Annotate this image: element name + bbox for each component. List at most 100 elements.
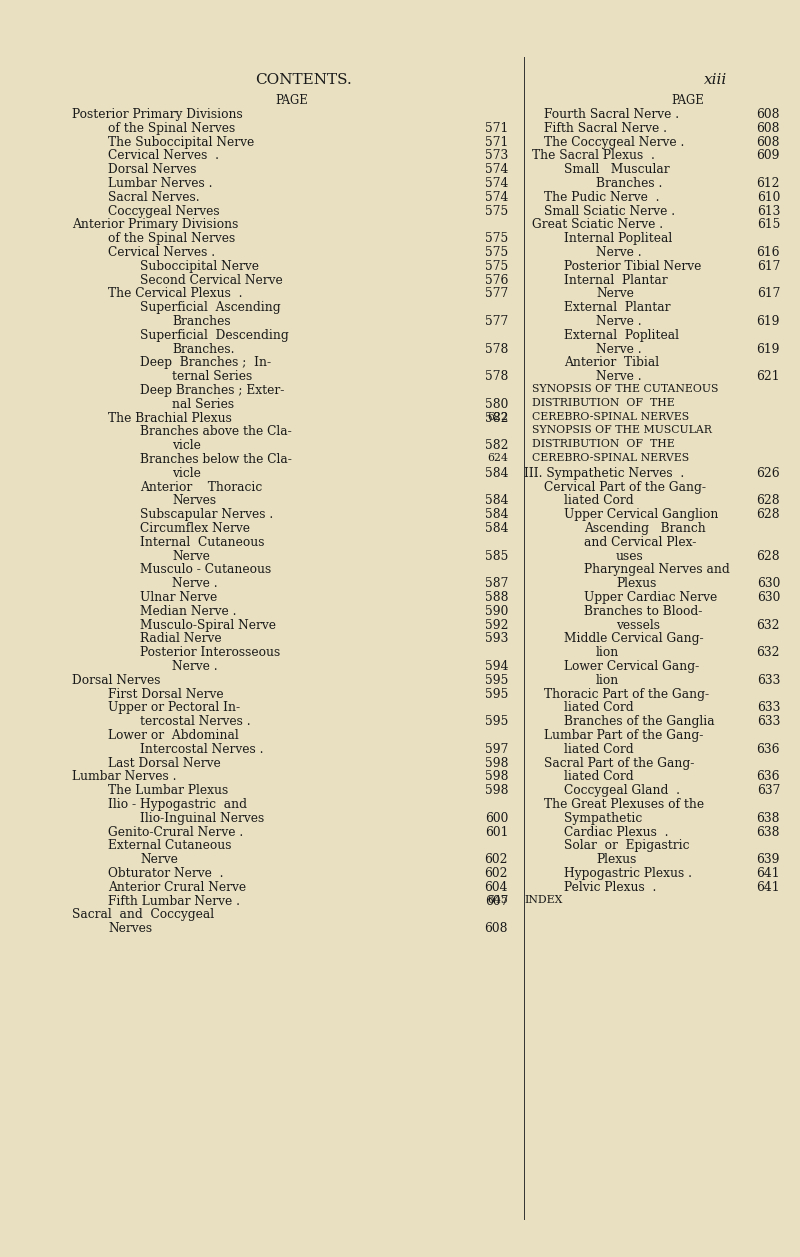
Text: 598: 598 [485,771,508,783]
Text: Dorsal Nerves: Dorsal Nerves [108,163,197,176]
Text: 633: 633 [757,701,780,714]
Text: Subscapular Nerves .: Subscapular Nerves . [140,508,274,522]
Text: 578: 578 [485,343,508,356]
Text: 637: 637 [757,784,780,797]
Text: 641: 641 [757,867,780,880]
Text: 593: 593 [485,632,508,646]
Text: INDEX: INDEX [524,895,562,905]
Text: Radial Nerve: Radial Nerve [140,632,222,646]
Text: 582: 582 [485,439,508,453]
Text: Deep Branches ; Exter-: Deep Branches ; Exter- [140,385,284,397]
Text: 645: 645 [487,895,508,905]
Text: 597: 597 [485,743,508,755]
Text: 577: 577 [485,288,508,300]
Text: xiii: xiii [704,73,728,87]
Text: Ilio - Hypogastric  and: Ilio - Hypogastric and [108,798,247,811]
Text: Anterior    Thoracic: Anterior Thoracic [140,480,262,494]
Text: 615: 615 [757,219,780,231]
Text: Anterior Crural Nerve: Anterior Crural Nerve [108,881,246,894]
Text: Sacral Part of the Gang-: Sacral Part of the Gang- [544,757,694,769]
Text: 602: 602 [485,867,508,880]
Text: Intercostal Nerves .: Intercostal Nerves . [140,743,263,755]
Text: 636: 636 [757,771,780,783]
Text: uses: uses [616,549,644,563]
Text: Ascending   Branch: Ascending Branch [584,522,706,535]
Text: 576: 576 [485,274,508,287]
Text: Nerve: Nerve [596,288,634,300]
Text: Plexus: Plexus [616,577,656,591]
Text: 617: 617 [757,260,780,273]
Text: Obturator Nerve  .: Obturator Nerve . [108,867,223,880]
Text: 607: 607 [485,895,508,908]
Text: Circumflex Nerve: Circumflex Nerve [140,522,250,535]
Text: Branches of the Ganglia: Branches of the Ganglia [564,715,714,728]
Text: Lumbar Nerves .: Lumbar Nerves . [72,771,177,783]
Text: Small   Muscular: Small Muscular [564,163,670,176]
Text: Median Nerve .: Median Nerve . [140,605,237,618]
Text: Cervical Part of the Gang-: Cervical Part of the Gang- [544,480,706,494]
Text: 575: 575 [485,246,508,259]
Text: 594: 594 [485,660,508,672]
Text: External Cutaneous: External Cutaneous [108,840,231,852]
Text: 590: 590 [485,605,508,618]
Text: 595: 595 [485,688,508,700]
Text: Superficial  Ascending: Superficial Ascending [140,302,281,314]
Text: 638: 638 [757,812,780,825]
Text: Hypogastric Plexus .: Hypogastric Plexus . [564,867,692,880]
Text: 608: 608 [757,136,780,148]
Text: 602: 602 [485,854,508,866]
Text: 630: 630 [757,577,780,591]
Text: Coccygeal Gland  .: Coccygeal Gland . [564,784,680,797]
Text: Nerves: Nerves [172,494,216,508]
Text: Genito-Crural Nerve .: Genito-Crural Nerve . [108,826,243,838]
Text: Internal Popliteal: Internal Popliteal [564,233,672,245]
Text: 574: 574 [485,163,508,176]
Text: Lumbar Part of the Gang-: Lumbar Part of the Gang- [544,729,703,742]
Text: 633: 633 [757,674,780,686]
Text: 617: 617 [757,288,780,300]
Text: 573: 573 [485,150,508,162]
Text: 584: 584 [485,522,508,535]
Text: Fourth Sacral Nerve .: Fourth Sacral Nerve . [544,108,679,121]
Text: 610: 610 [757,191,780,204]
Text: of the Spinal Nerves: of the Spinal Nerves [108,122,235,134]
Text: 619: 619 [757,343,780,356]
Text: Branches below the Cla-: Branches below the Cla- [140,453,292,466]
Text: Ulnar Nerve: Ulnar Nerve [140,591,218,605]
Text: CONTENTS.: CONTENTS. [256,73,352,87]
Text: 598: 598 [485,784,508,797]
Text: Thoracic Part of the Gang-: Thoracic Part of the Gang- [544,688,709,700]
Text: 601: 601 [485,826,508,838]
Text: Ilio-Inguinal Nerves: Ilio-Inguinal Nerves [140,812,264,825]
Text: 595: 595 [485,715,508,728]
Text: vicle: vicle [172,439,201,453]
Text: 580: 580 [485,398,508,411]
Text: Nerve .: Nerve . [596,371,642,383]
Text: Upper or Pectoral In-: Upper or Pectoral In- [108,701,240,714]
Text: vessels: vessels [616,618,660,632]
Text: Small Sciatic Nerve .: Small Sciatic Nerve . [544,205,675,217]
Text: Internal  Plantar: Internal Plantar [564,274,668,287]
Text: Lumbar Nerves .: Lumbar Nerves . [108,177,213,190]
Text: Lower Cervical Gang-: Lower Cervical Gang- [564,660,699,672]
Text: Middle Cervical Gang-: Middle Cervical Gang- [564,632,704,646]
Text: The Suboccipital Nerve: The Suboccipital Nerve [108,136,254,148]
Text: Superficial  Descending: Superficial Descending [140,329,289,342]
Text: 622: 622 [487,412,508,421]
Text: Fifth Lumbar Nerve .: Fifth Lumbar Nerve . [108,895,240,908]
Text: Branches above the Cla-: Branches above the Cla- [140,425,292,439]
Text: Sacral Nerves.: Sacral Nerves. [108,191,200,204]
Text: 571: 571 [485,122,508,134]
Text: Cardiac Plexus  .: Cardiac Plexus . [564,826,669,838]
Text: Nerve: Nerve [140,854,178,866]
Text: 639: 639 [757,854,780,866]
Text: 600: 600 [485,812,508,825]
Text: PAGE: PAGE [275,94,308,107]
Text: The Brachial Plexus: The Brachial Plexus [108,412,232,425]
Text: Dorsal Nerves: Dorsal Nerves [72,674,161,686]
Text: 578: 578 [485,371,508,383]
Text: Cervical Nerves .: Cervical Nerves . [108,246,215,259]
Text: Nerve .: Nerve . [596,316,642,328]
Text: Musculo-Spiral Nerve: Musculo-Spiral Nerve [140,618,276,632]
Text: 608: 608 [757,122,780,134]
